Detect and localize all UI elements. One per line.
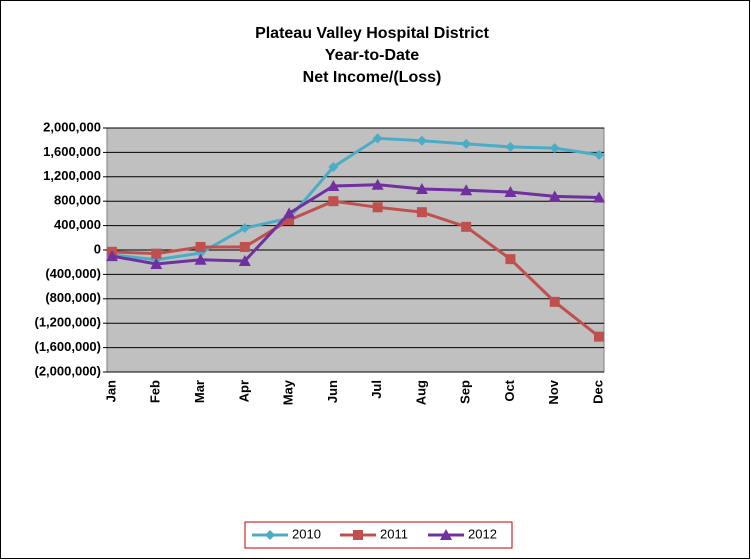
point [239, 223, 250, 234]
point [195, 241, 206, 252]
x-tick-label: Nov [546, 379, 561, 404]
x-tick-label: May [281, 379, 296, 405]
y-tick-label: 400,000 [54, 217, 101, 232]
x-tick-label: Feb [148, 380, 163, 403]
point [504, 186, 517, 198]
x-tick-label: Sep [458, 380, 473, 404]
point [461, 138, 472, 149]
x-tick-label: Dec [590, 380, 605, 404]
point [372, 202, 383, 213]
y-tick-label: (2,000,000) [35, 363, 102, 378]
point [238, 254, 251, 266]
point [549, 296, 560, 307]
series-line [111, 136, 600, 262]
chart-title: Net Income/(Loss) [303, 69, 442, 86]
y-tick-label: (400,000) [45, 266, 101, 281]
point [194, 253, 207, 265]
point [505, 141, 516, 152]
chart-title: Plateau Valley Hospital District [255, 25, 490, 42]
series-line [111, 183, 600, 266]
point [594, 331, 604, 342]
point [328, 162, 339, 173]
point [416, 135, 427, 146]
x-tick-label: Aug [413, 380, 428, 405]
point [593, 191, 605, 203]
point [505, 254, 516, 265]
y-tick-label: 1,600,000 [43, 144, 101, 159]
point [327, 179, 340, 191]
point [283, 207, 296, 219]
chart-title: Year-to-Date [325, 47, 419, 64]
x-tick-label: Oct [502, 379, 517, 401]
y-tick-label: 0 [94, 241, 101, 256]
y-tick-label: (800,000) [45, 290, 101, 305]
legend-label: 2011 [380, 526, 408, 541]
series-line [111, 199, 600, 338]
point [461, 221, 472, 232]
y-tick-label: 800,000 [54, 193, 101, 208]
point [353, 530, 363, 540]
legend-label: 2012 [468, 526, 497, 541]
point [328, 196, 339, 207]
y-tick-label: (1,200,000) [35, 315, 102, 330]
x-tick-label: Mar [192, 380, 207, 403]
point [284, 215, 295, 226]
point [150, 258, 163, 270]
y-tick-label: 1,200,000 [43, 168, 101, 183]
point [440, 529, 452, 540]
x-tick-label: Jan [103, 380, 118, 402]
point [548, 190, 561, 202]
y-tick-label: (1,600,000) [35, 339, 102, 354]
point [239, 241, 250, 252]
legend-box [244, 521, 513, 549]
point [151, 248, 162, 259]
y-tick-label: 2,000,000 [43, 119, 101, 134]
point [372, 133, 383, 144]
x-tick-label: Jul [369, 380, 384, 399]
x-tick-label: Apr [236, 380, 251, 402]
point [415, 183, 428, 194]
point [416, 207, 427, 218]
point [265, 530, 275, 540]
point [371, 178, 384, 190]
point [106, 250, 118, 262]
point [594, 149, 604, 160]
point [549, 143, 560, 154]
x-tick-label: Jun [325, 380, 340, 403]
point [460, 184, 473, 196]
legend-label: 2010 [292, 526, 321, 541]
